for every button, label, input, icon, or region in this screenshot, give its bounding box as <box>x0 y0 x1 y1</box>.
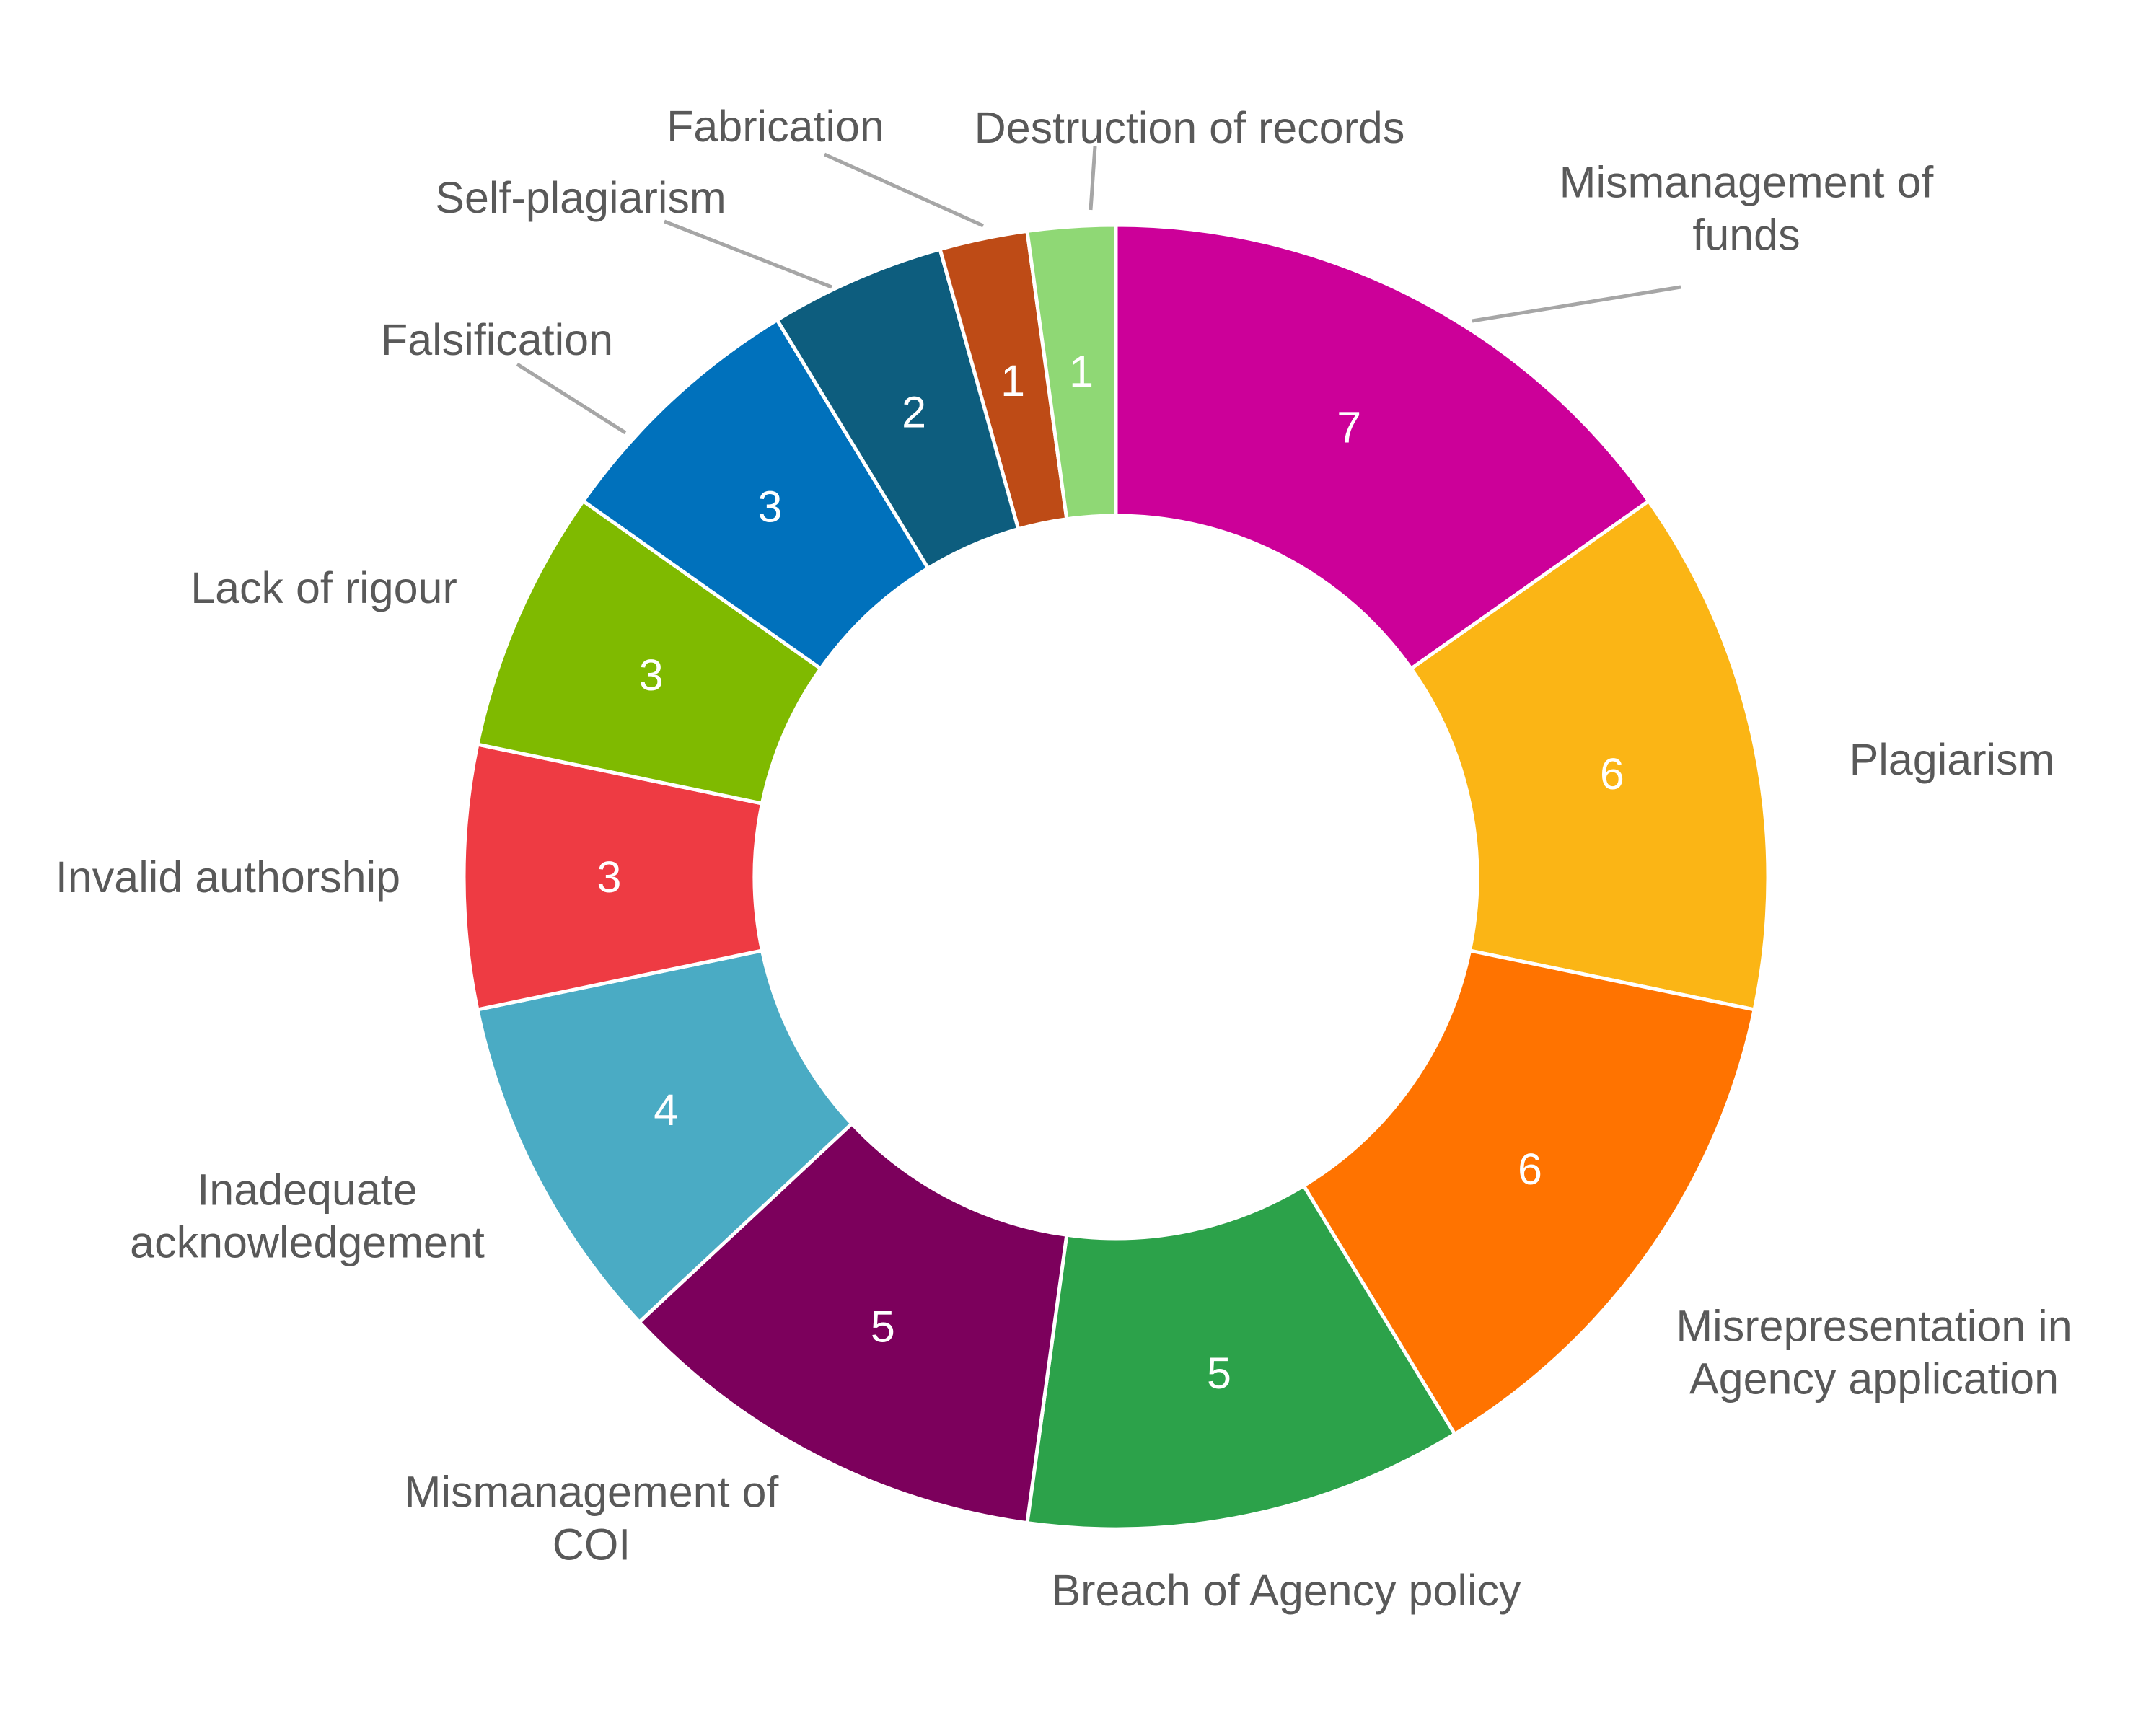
category-label: Destruction of records <box>975 103 1405 152</box>
slices <box>462 223 1770 1531</box>
category-label: Fabrication <box>667 102 884 151</box>
slice-destruction-of-records <box>1025 223 1118 521</box>
category-label: Plagiarism <box>1850 735 2055 784</box>
slice-breach-of-agency-policy <box>1025 1183 1458 1531</box>
value-labels: 7 6 6 5 5 4 3 3 3 2 1 1 <box>597 347 1624 1398</box>
value-label: 3 <box>758 483 783 532</box>
value-label: 6 <box>1600 749 1624 798</box>
value-label: 1 <box>1069 347 1094 396</box>
leader-line <box>664 219 832 289</box>
leader-line <box>516 362 627 435</box>
value-label: 3 <box>597 852 622 902</box>
category-label: Mismanagement of COI <box>405 1468 780 1569</box>
category-label: Mismanagement of funds <box>1560 158 1935 260</box>
value-label: 3 <box>639 651 664 700</box>
category-label: Misrepresentation in Agency application <box>1676 1302 2072 1404</box>
category-label: Lack of rigour <box>190 563 457 612</box>
slice-mismanagement-of-funds <box>1114 223 1652 671</box>
leader-line <box>1472 285 1681 323</box>
slice-plagiarism <box>1408 498 1770 1012</box>
category-label: Invalid authorship <box>56 852 400 902</box>
leader-line <box>1089 146 1097 211</box>
category-label: Self-plagiarism <box>435 173 726 222</box>
slice-misrepresentation-in-agency-application <box>1301 948 1757 1437</box>
value-label: 2 <box>902 388 926 437</box>
value-label: 7 <box>1337 402 1361 451</box>
value-label: 5 <box>1207 1349 1231 1398</box>
value-label: 5 <box>871 1303 895 1352</box>
category-label: Breach of Agency policy <box>1051 1566 1521 1615</box>
value-label: 1 <box>1001 356 1025 405</box>
value-label: 6 <box>1518 1145 1542 1194</box>
category-labels: Mismanagement of funds Plagiarism Misrepres… <box>56 102 2072 1615</box>
leader-line <box>823 152 985 228</box>
category-label: Falsification <box>381 315 613 364</box>
leader-lines <box>516 146 1681 435</box>
category-label: Inadequate acknowledgement <box>130 1166 485 1267</box>
value-label: 4 <box>654 1085 678 1134</box>
slice-inadequate-acknowledgement <box>475 948 855 1325</box>
